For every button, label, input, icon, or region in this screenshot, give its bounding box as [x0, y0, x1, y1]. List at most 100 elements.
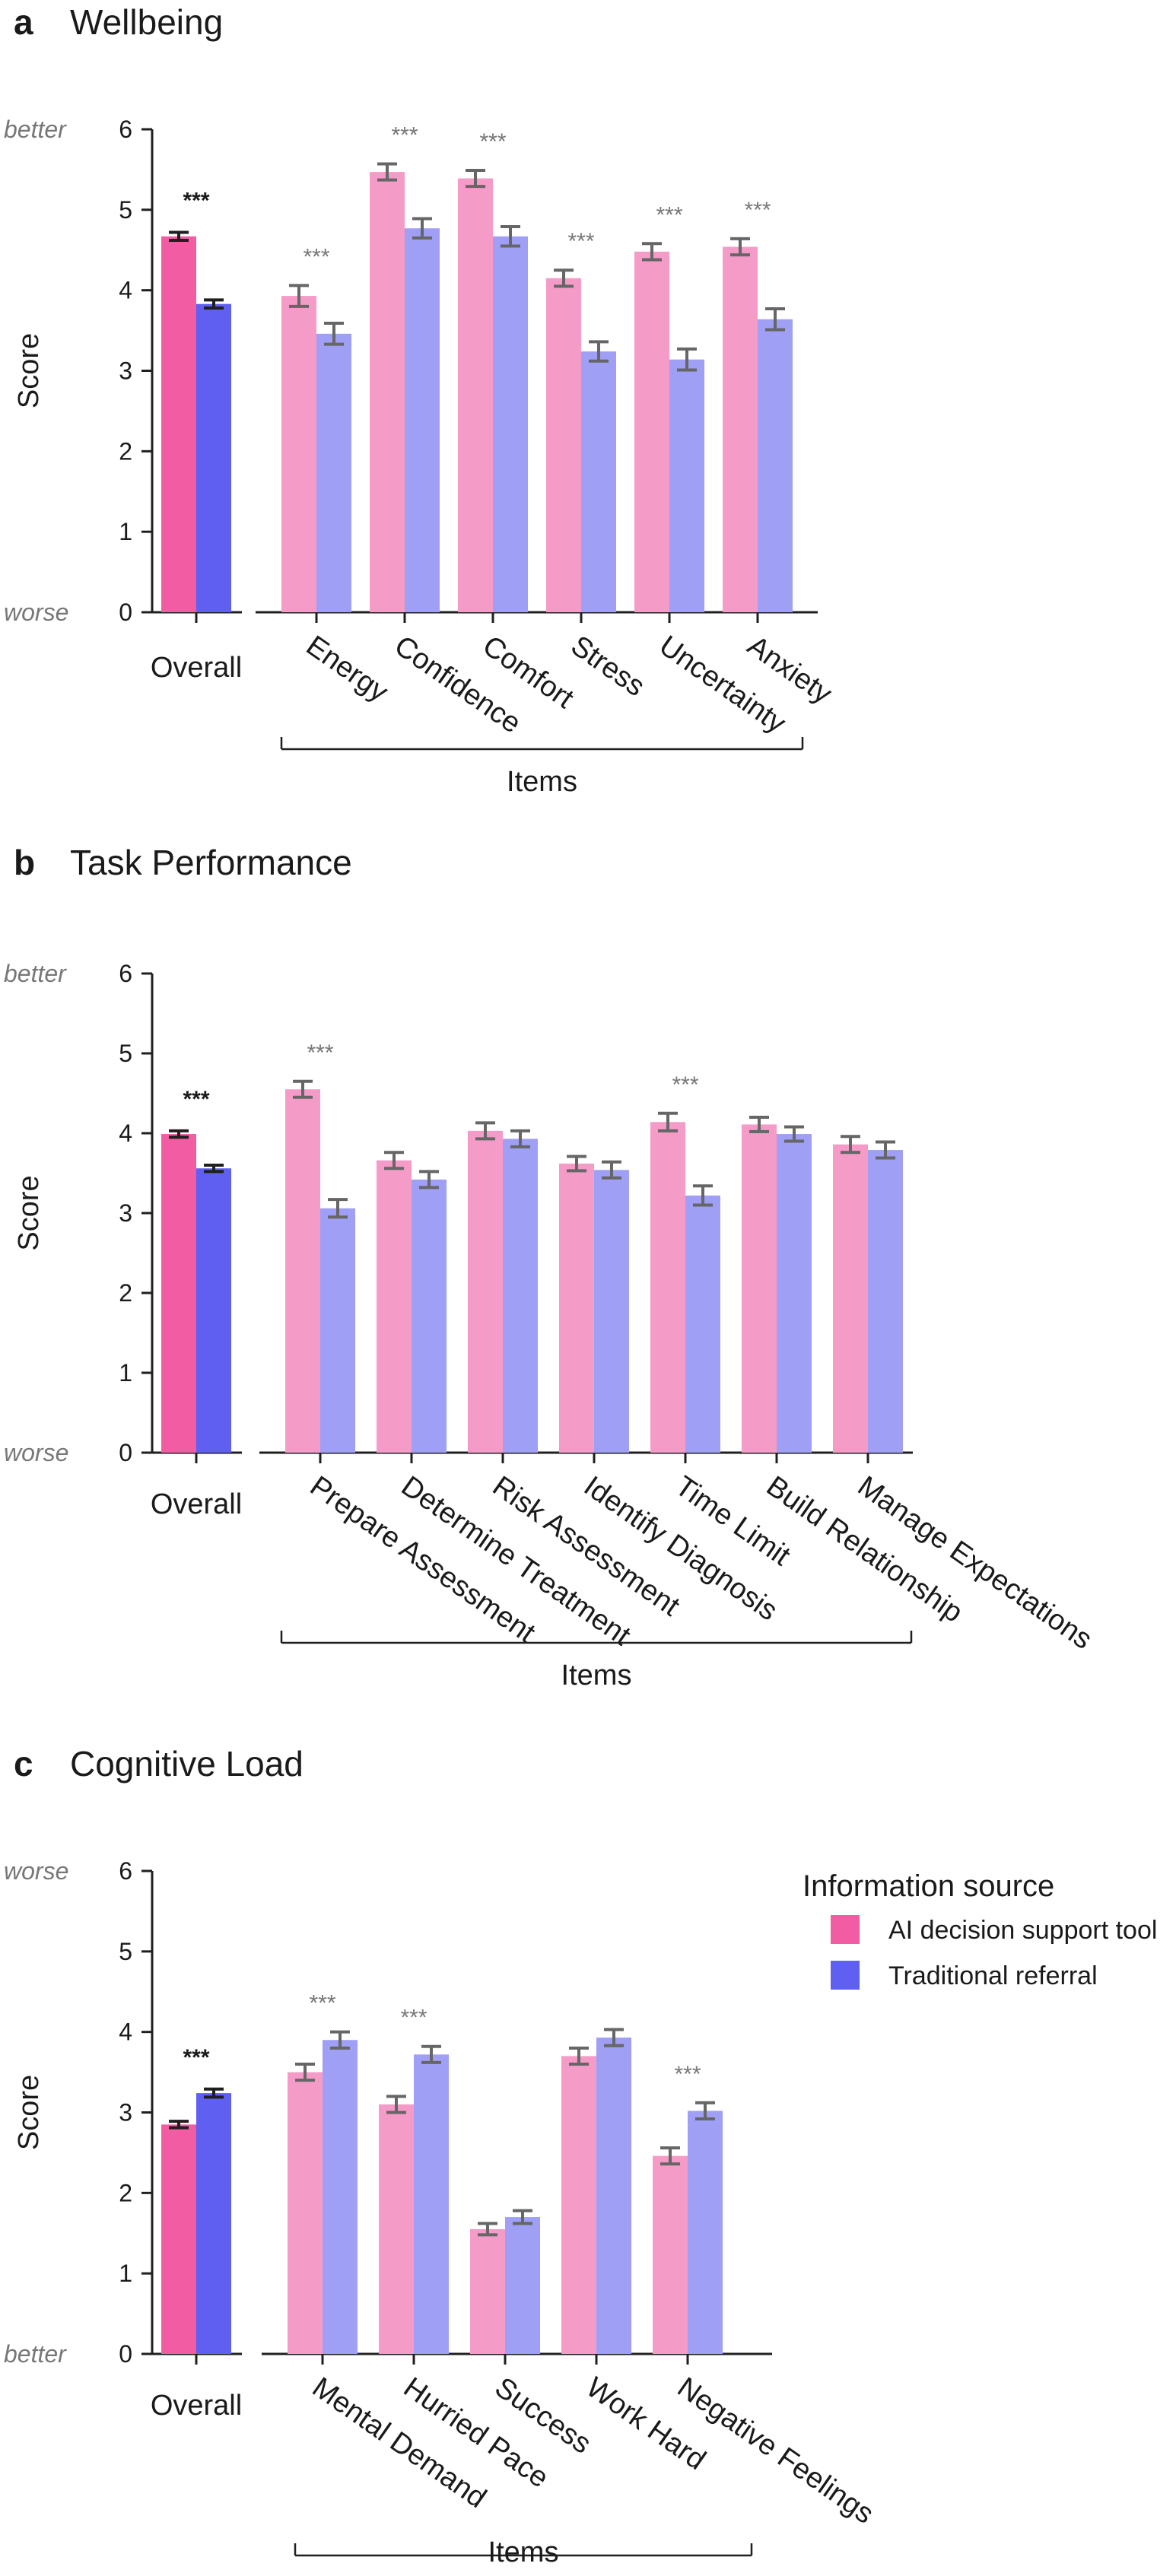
significance-item: ***	[479, 129, 506, 154]
bar-item-ai	[723, 246, 758, 612]
bar-item-traditional	[412, 1179, 447, 1453]
significance-item: ***	[400, 2006, 427, 2031]
bar-item-traditional	[758, 319, 793, 612]
bar-item-traditional	[316, 333, 351, 612]
bar-item-ai	[377, 1160, 412, 1453]
y-tick-label: 4	[119, 2019, 132, 2046]
y-tick-label: 0	[119, 599, 132, 626]
bar-item-traditional	[685, 1195, 720, 1453]
legend-swatch	[831, 1961, 860, 1990]
bar-item-traditional	[323, 2040, 358, 2354]
bar-item-ai	[458, 178, 493, 612]
legend-label: Traditional referral	[888, 1961, 1098, 1990]
y-axis-title: Score	[13, 333, 45, 408]
legend-title: Information source	[803, 1869, 1054, 1903]
significance-item: ***	[656, 202, 682, 227]
bar-item-traditional	[669, 359, 704, 612]
y-axis-title: Score	[13, 1175, 45, 1250]
y-tick-label: 2	[119, 2179, 132, 2206]
bar-overall-traditional	[196, 1168, 231, 1453]
y-tick-label: 2	[119, 1279, 132, 1307]
significance-item: ***	[567, 229, 594, 254]
bar-item-traditional	[594, 1170, 629, 1453]
y-tick-label: 2	[119, 437, 132, 465]
y-tick-label: 3	[119, 357, 132, 385]
bottom-qualifier: worse	[4, 1439, 68, 1466]
bar-item-ai	[470, 2228, 505, 2354]
y-tick-label: 5	[119, 1040, 132, 1067]
bar-item-traditional	[596, 2038, 631, 2354]
category-label: Energy	[300, 630, 394, 708]
category-label: Stress	[565, 630, 650, 703]
bar-item-traditional	[503, 1139, 538, 1453]
bar-item-ai	[370, 172, 405, 612]
panel-a: a Wellbeing 0 1 2 3 4 5 6 better worse Score *** Over…	[4, 2, 838, 798]
items-label: Items	[507, 766, 577, 798]
bar-item-ai	[833, 1144, 868, 1453]
category-overall: Overall	[151, 1488, 242, 1520]
significance-item: ***	[309, 1991, 335, 2016]
top-qualifier: better	[4, 116, 67, 143]
y-tick-label: 6	[119, 116, 132, 143]
panel-label: a	[14, 2, 33, 42]
items-label: Items	[488, 2536, 559, 2568]
y-tick-label: 3	[119, 2099, 132, 2127]
bar-item-ai	[559, 1163, 594, 1453]
y-tick-label: 1	[119, 518, 132, 545]
bar-item-ai	[288, 2072, 323, 2354]
y-tick-label: 4	[119, 277, 132, 304]
bar-item-ai	[285, 1089, 320, 1453]
panel-title: Wellbeing	[70, 2, 223, 42]
bar-overall-traditional	[196, 2093, 231, 2354]
bar-overall-traditional	[196, 303, 231, 612]
bar-item-traditional	[405, 228, 440, 612]
category-overall: Overall	[151, 652, 242, 684]
significance-overall: ***	[183, 1087, 209, 1112]
bar-item-traditional	[493, 236, 528, 612]
bar-item-traditional	[777, 1134, 812, 1453]
legend-label: AI decision support tool	[888, 1916, 1157, 1945]
y-tick-label: 6	[119, 960, 132, 987]
significance-overall: ***	[183, 188, 209, 213]
panel-title: Task Performance	[70, 843, 352, 882]
panel-label: c	[14, 1744, 33, 1784]
y-tick-label: 3	[119, 1199, 132, 1227]
bar-item-ai	[561, 2056, 596, 2354]
bar-item-traditional	[505, 2217, 540, 2354]
y-tick-label: 5	[119, 196, 132, 224]
y-tick-label: 1	[119, 1359, 132, 1386]
significance-item: ***	[303, 244, 329, 269]
bar-item-ai	[546, 278, 581, 612]
bar-item-ai	[468, 1130, 503, 1453]
items-label: Items	[561, 1660, 632, 1691]
bar-item-ai	[650, 1122, 685, 1453]
panel-c: c Cognitive Load 0 1 2 3 4 5 6 worse better Score **…	[4, 1744, 879, 2568]
top-qualifier: better	[4, 960, 67, 987]
bar-overall-ai	[161, 236, 196, 612]
panel-b: b Task Performance 0 1 2 3 4 5 6 better worse Score…	[4, 843, 1098, 1691]
y-tick-label: 1	[119, 2260, 132, 2287]
panel-label: b	[14, 843, 35, 882]
bottom-qualifier: better	[4, 2340, 67, 2368]
legend: Information source AI decision support to…	[803, 1869, 1157, 1990]
bar-item-ai	[634, 251, 669, 612]
bar-item-ai	[379, 2104, 414, 2354]
significance-item: ***	[391, 123, 418, 148]
category-overall: Overall	[151, 2390, 242, 2422]
bar-overall-ai	[161, 2124, 196, 2354]
legend-swatch	[831, 1915, 860, 1944]
panel-title: Cognitive Load	[70, 1744, 304, 1784]
significance-item: ***	[744, 198, 771, 223]
bar-item-ai	[281, 296, 316, 612]
significance-item: ***	[672, 1072, 698, 1097]
bar-overall-ai	[161, 1134, 196, 1453]
bar-item-traditional	[688, 2111, 723, 2354]
y-axis-title: Score	[13, 2075, 45, 2150]
bar-item-ai	[742, 1124, 777, 1453]
y-tick-label: 6	[119, 1857, 132, 1885]
significance-item: ***	[307, 1040, 333, 1066]
significance-overall: ***	[183, 2045, 209, 2070]
y-tick-label: 5	[119, 1938, 132, 1965]
bar-item-traditional	[414, 2054, 449, 2354]
